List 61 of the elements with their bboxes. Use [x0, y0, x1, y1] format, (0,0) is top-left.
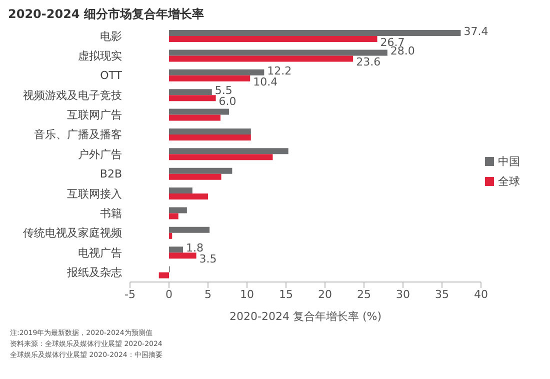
data-label: 5.5: [214, 84, 232, 98]
x-tick-label: 30: [396, 288, 410, 301]
data-label: 3.5: [199, 252, 217, 266]
bar: [169, 95, 216, 102]
legend-label: 全球: [498, 175, 520, 188]
chart-title: 2020-2024 细分市场复合年增长率: [7, 6, 205, 22]
bar: [169, 89, 212, 96]
data-label: 6.0: [218, 95, 236, 108]
x-tick-label: -5: [124, 288, 136, 301]
data-label: 37.4: [464, 25, 488, 38]
bar: [169, 232, 172, 239]
bar: [169, 36, 378, 42]
bar: [169, 50, 388, 56]
x-tick-label: 20: [318, 288, 332, 301]
y-tick-label: 视频游戏及电子竞技: [23, 88, 122, 102]
legend-label: 中国: [498, 155, 520, 168]
bar: [169, 30, 461, 36]
x-tick-label: 40: [474, 288, 488, 301]
bar: [169, 168, 232, 174]
y-tick-label: 虚拟现实: [78, 49, 122, 62]
bar: [169, 252, 196, 259]
data-label: 12.2: [267, 64, 292, 78]
data-label: 1.8: [186, 242, 204, 255]
y-tick-label: 互联网接入: [67, 187, 122, 200]
y-tick-label: 互联网广告: [67, 108, 122, 122]
bar: [169, 75, 250, 82]
y-tick-label: 音乐、广播及播客: [34, 128, 122, 142]
x-tick-label: 15: [279, 288, 293, 301]
bar: [169, 56, 354, 62]
bar: [169, 213, 178, 220]
bar: [169, 174, 222, 180]
bar: [158, 272, 169, 278]
bar: [169, 194, 208, 200]
bar: [169, 69, 264, 76]
bar: [169, 128, 251, 134]
x-tick-label: 25: [357, 288, 371, 301]
bar: [169, 148, 288, 154]
y-tick-label: 传统电视及家庭视频: [23, 226, 122, 240]
y-tick-label: 书籍: [100, 206, 122, 220]
bar: [169, 154, 273, 160]
bar: [169, 114, 220, 121]
bar: [169, 226, 210, 233]
y-tick-label: 户外广告: [78, 148, 122, 161]
y-tick-label: 报纸及杂志: [66, 266, 122, 280]
data-label: 10.4: [253, 75, 278, 88]
x-tick-label: 35: [435, 288, 449, 301]
data-label: 28.0: [390, 44, 415, 58]
y-tick-label: 电影: [100, 30, 122, 43]
x-axis-title: 2020-2024 复合年增长率 (%): [230, 310, 382, 323]
bar: [169, 108, 230, 115]
x-tick-label: 5: [204, 288, 212, 301]
bar: [169, 188, 192, 194]
data-label: 23.6: [356, 56, 381, 69]
bar: [169, 246, 184, 253]
y-tick-label: OTT: [100, 69, 122, 82]
bar: [169, 134, 251, 140]
y-tick-label: 电视广告: [78, 246, 122, 260]
x-tick-label: 10: [240, 288, 254, 301]
x-tick-label: 0: [166, 288, 172, 301]
y-tick-label: B2B: [100, 168, 122, 181]
bar: [169, 207, 187, 214]
